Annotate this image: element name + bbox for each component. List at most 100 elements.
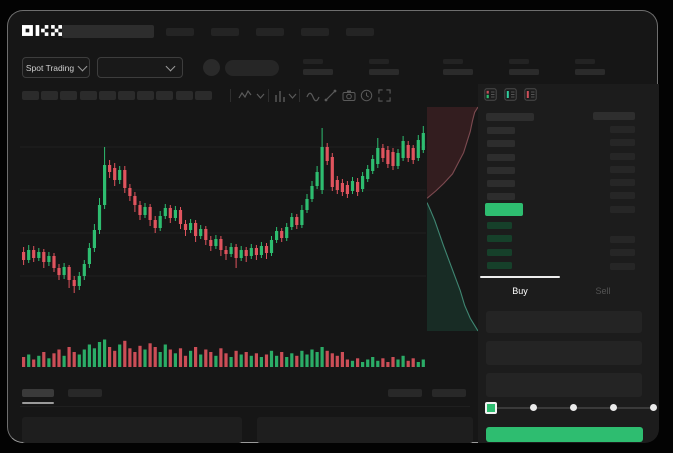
tab-sell[interactable]: Sell [595,286,611,296]
stat-value-skeleton [575,69,605,75]
stat-pair-skeleton [509,59,539,75]
nav-item-skeleton[interactable] [346,28,374,36]
book-asks-icon[interactable] [504,88,517,101]
chevron-down-icon [165,61,176,71]
slider-stop[interactable] [650,404,657,411]
order-history-skeleton [257,417,473,443]
amount-slider[interactable] [485,401,657,414]
columns-icon[interactable] [274,89,286,103]
book-ask-prices [487,127,515,201]
amount-skeleton [610,179,635,187]
nav-item-skeleton[interactable] [211,28,239,36]
depth-chart [427,106,478,332]
last-price-badge [485,203,523,216]
book-bids-icon[interactable] [524,88,537,101]
slider-stop[interactable] [570,404,577,411]
buy-submit-button[interactable] [486,427,643,442]
amount-input-skeleton[interactable] [486,341,642,365]
book-bid-prices [487,222,512,269]
stat-value-skeleton [303,69,333,75]
amount-skeleton [610,165,635,173]
bottom-tab-active-skeleton[interactable] [22,389,54,397]
expand-icon[interactable] [378,89,391,102]
ask-price-skeleton [487,193,515,201]
amount-skeleton [610,192,635,200]
timeframe-button-skeleton[interactable] [137,91,155,100]
toolbar-divider [268,89,269,102]
timeframe-button-skeleton[interactable] [60,91,78,100]
clock-icon[interactable] [360,89,373,102]
chevron-down-icon[interactable] [288,93,297,100]
stat-pair-skeleton [443,59,473,75]
book-amounts-top [610,126,635,213]
timeframe-button-skeleton[interactable] [117,91,135,100]
chevron-down-icon [77,61,88,71]
tab-buy[interactable]: Buy [512,286,528,296]
slider-stop[interactable] [530,404,537,411]
stat-label-skeleton [509,59,529,64]
ask-price-skeleton [487,166,515,174]
nav-menu [166,28,391,36]
amount-skeleton [610,139,635,147]
candlestick-chart[interactable] [20,112,426,335]
bottom-action-skeleton[interactable] [432,389,466,397]
ticker-skeleton [62,25,154,38]
stat-label-skeleton [369,59,389,64]
bottom-tab-underline [22,402,54,404]
bid-price-skeleton [487,261,512,269]
market-type-dropdown[interactable]: Spot Trading [22,57,90,78]
book-both-icon[interactable] [484,88,497,101]
stat-label-skeleton [443,59,463,64]
stat-pair-skeleton [303,59,333,75]
bottom-action-skeleton[interactable] [388,389,422,397]
active-tab-indicator [480,276,560,278]
amount-skeleton [610,205,635,213]
pair-select-dropdown[interactable] [97,57,183,78]
amount-skeleton [610,126,635,133]
bottom-tab-skeleton[interactable] [68,389,102,397]
coin-avatar-skeleton [203,59,220,76]
ask-price-skeleton [487,180,515,188]
stat-pair-skeleton [369,59,399,75]
book-amounts-bottom [610,236,635,270]
open-orders-skeleton [22,417,242,443]
camera-icon[interactable] [342,89,356,102]
timeframe-button-skeleton[interactable] [41,91,59,100]
chevron-down-icon[interactable] [256,93,265,100]
market-type-label: Spot Trading [25,62,75,73]
book-header-amount-skeleton [593,112,635,120]
timeframe-button-skeleton[interactable] [98,91,116,100]
amount-skeleton [610,262,635,270]
pair-name-skeleton [225,60,279,76]
ask-price-skeleton [487,127,515,134]
amount-skeleton [610,236,635,243]
timeframe-button-skeleton[interactable] [156,91,174,100]
timeframe-button-skeleton[interactable] [194,91,212,100]
nav-item-skeleton[interactable] [256,28,284,36]
amount-skeleton [610,152,635,160]
price-input-skeleton[interactable] [486,311,642,333]
timeframe-button-skeleton[interactable] [175,91,193,100]
slider-handle[interactable] [485,401,497,414]
book-header-price-skeleton [486,113,534,121]
bid-price-skeleton [487,248,512,256]
bottom-divider [20,406,470,407]
candles-icon[interactable] [238,89,252,103]
order-form [486,311,642,405]
timeframe-button-skeleton[interactable] [79,91,97,100]
slider-stop[interactable] [610,404,617,411]
amount-skeleton [610,249,635,257]
ask-price-skeleton [487,140,515,148]
stat-value-skeleton [509,69,539,75]
trendline-icon[interactable] [324,89,337,102]
timeframe-button-skeleton[interactable] [22,91,39,100]
total-input-skeleton[interactable] [486,373,642,397]
ask-price-skeleton [487,153,515,161]
toolbar-divider [299,89,300,102]
nav-item-skeleton[interactable] [301,28,329,36]
nav-item-skeleton[interactable] [166,28,194,36]
stat-value-skeleton [443,69,473,75]
timeframe-buttons [22,91,214,100]
wave-icon[interactable] [306,90,320,102]
